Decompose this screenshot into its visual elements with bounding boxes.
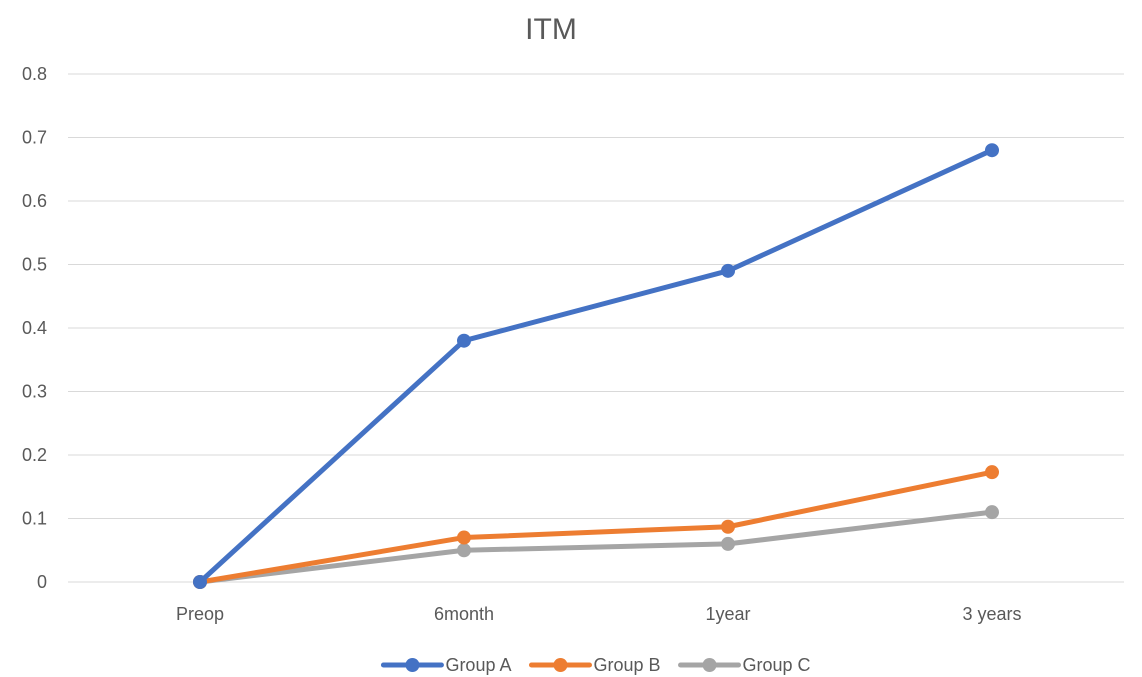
data-point <box>985 505 999 520</box>
series-group-c <box>193 505 999 589</box>
series-line <box>197 509 995 585</box>
y-tick-label: 0.4 <box>22 318 47 338</box>
series-line <box>197 147 995 585</box>
data-point <box>457 530 471 545</box>
series-lines <box>193 143 999 589</box>
x-tick-label: 3 years <box>962 604 1021 624</box>
y-axis-tick-labels: 0 0.1 0.2 0.3 0.4 0.5 0.6 0.7 0.8 <box>22 64 47 592</box>
legend-item: Group C <box>678 655 811 675</box>
y-tick-label: 0.2 <box>22 445 47 465</box>
data-point <box>985 465 999 480</box>
data-point <box>457 333 471 348</box>
data-point <box>985 143 999 158</box>
gridlines <box>68 73 1124 583</box>
y-tick-label: 0.5 <box>22 255 47 275</box>
series-line <box>197 469 995 585</box>
series-group-a <box>193 143 999 589</box>
data-point <box>721 536 735 551</box>
legend-label: Group B <box>593 655 660 675</box>
y-tick-label: 0.1 <box>22 509 47 529</box>
x-axis-tick-labels: Preop 6month 1year 3 years <box>176 604 1022 624</box>
legend-swatch-marker <box>405 658 420 672</box>
y-tick-label: 0.7 <box>22 128 47 148</box>
chart-title: ITM <box>525 13 577 46</box>
x-tick-label: 1year <box>705 604 750 624</box>
y-tick-label: 0 <box>37 572 47 592</box>
legend-item: Group A <box>380 655 511 675</box>
data-point <box>193 575 207 589</box>
x-tick-label: 6month <box>434 604 494 624</box>
x-tick-label: Preop <box>176 604 224 624</box>
legend-label: Group A <box>445 655 511 675</box>
legend-swatch-marker <box>702 658 717 672</box>
y-tick-label: 0.6 <box>22 191 47 211</box>
y-tick-label: 0.8 <box>22 64 47 84</box>
y-tick-label: 0.3 <box>22 382 47 402</box>
legend-item: Group B <box>528 655 661 675</box>
legend: Group A Group B Group C <box>380 655 811 675</box>
data-point <box>721 519 735 534</box>
data-point <box>457 543 471 558</box>
legend-label: Group C <box>743 655 811 675</box>
data-point <box>721 263 735 278</box>
legend-swatch-marker <box>553 658 568 672</box>
